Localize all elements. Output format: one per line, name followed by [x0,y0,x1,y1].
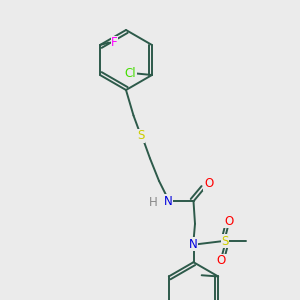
Text: S: S [137,129,145,142]
Text: S: S [221,235,229,248]
Text: O: O [224,215,233,228]
Text: H: H [149,196,158,209]
Text: N: N [164,195,172,208]
Text: O: O [204,177,213,190]
Text: Cl: Cl [124,67,136,80]
Text: O: O [217,254,226,267]
Text: N: N [189,238,198,251]
Text: F: F [111,36,118,49]
